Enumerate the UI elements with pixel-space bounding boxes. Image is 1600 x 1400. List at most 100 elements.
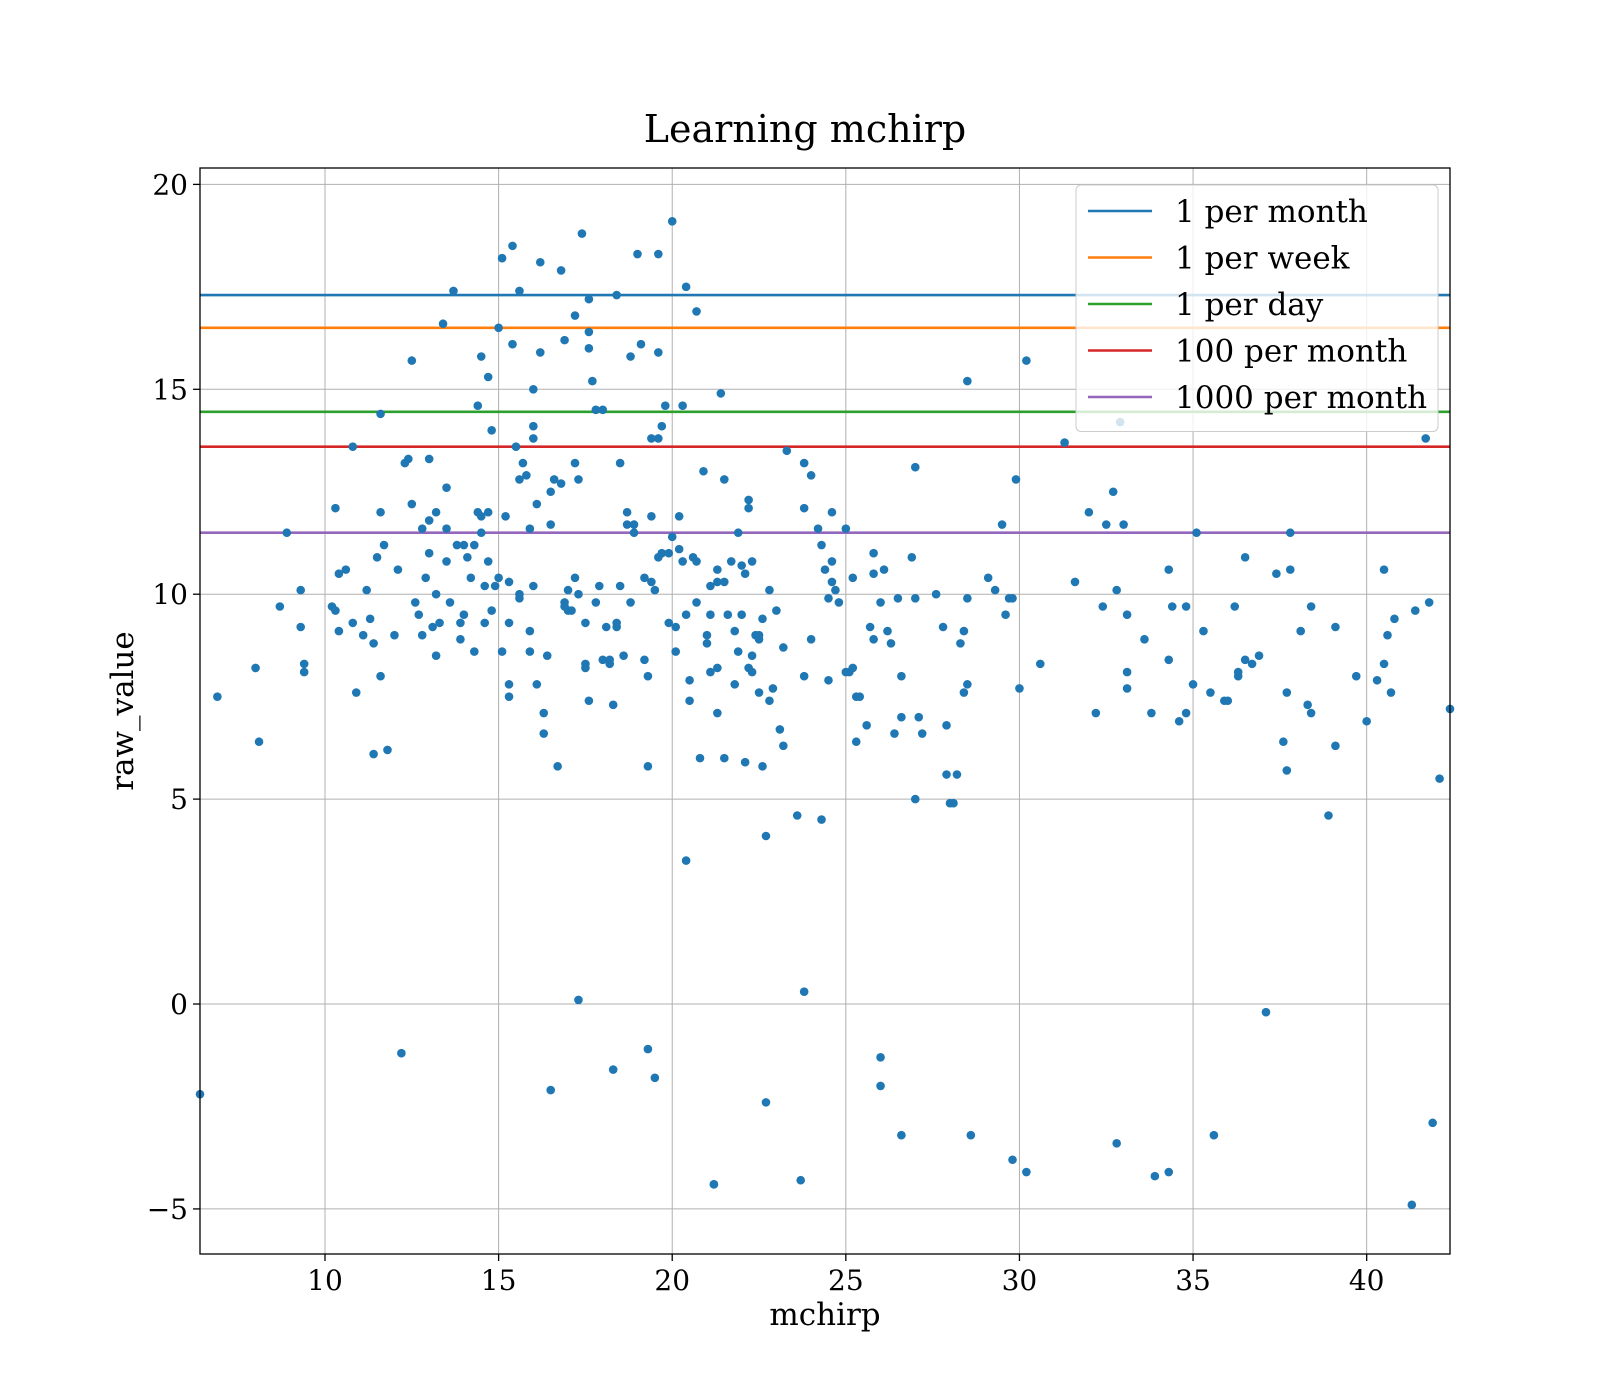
- scatter-point: [549, 475, 559, 484]
- scatter-point: [1181, 602, 1191, 611]
- scatter-point: [869, 548, 878, 558]
- scatter-point: [473, 401, 483, 410]
- scatter-point: [480, 618, 490, 628]
- y-tick-label: 20: [152, 168, 188, 201]
- scatter-point: [546, 487, 555, 497]
- scatter-point: [716, 389, 726, 398]
- scatter-point: [581, 663, 590, 673]
- scatter-point: [650, 1073, 660, 1083]
- scatter-point: [546, 520, 555, 529]
- scatter-point: [376, 671, 385, 681]
- scatter-point: [1407, 1200, 1417, 1210]
- scatter-point: [733, 528, 743, 538]
- scatter-point: [1296, 626, 1305, 636]
- scatter-point: [720, 475, 729, 484]
- scatter-point: [713, 565, 722, 574]
- scatter-point: [622, 507, 632, 517]
- scatter-point: [254, 737, 264, 747]
- scatter-point: [574, 475, 583, 484]
- x-tick-label: 15: [481, 1264, 517, 1297]
- scatter-point: [591, 405, 601, 415]
- scatter-point: [799, 458, 809, 468]
- scatter-point: [893, 594, 903, 603]
- legend-label: 1 per week: [1175, 241, 1350, 277]
- scatter-point: [1164, 655, 1174, 665]
- scatter-point: [1428, 1118, 1437, 1128]
- scatter-point: [529, 434, 538, 443]
- scatter-point: [1209, 1130, 1219, 1140]
- scatter-point: [497, 253, 507, 263]
- scatter-point: [692, 598, 701, 607]
- scatter-point: [369, 749, 378, 759]
- scatter-point: [678, 557, 687, 566]
- scatter-point: [515, 286, 524, 296]
- scatter-point: [438, 319, 448, 329]
- scatter-point: [584, 327, 594, 337]
- scatter-point: [1015, 684, 1024, 693]
- scatter-point: [546, 1085, 555, 1095]
- scatter-point: [539, 729, 549, 738]
- scatter-point: [671, 647, 680, 656]
- scatter-point: [275, 602, 285, 611]
- scatter-point: [452, 540, 462, 550]
- scatter-point: [456, 634, 465, 644]
- scatter-point: [761, 831, 771, 841]
- scatter-point: [869, 569, 878, 579]
- scatter-point: [779, 741, 788, 751]
- scatter-point: [1362, 716, 1371, 726]
- scatter-point: [1279, 737, 1288, 747]
- scatter-point: [855, 692, 865, 701]
- scatter-point: [494, 573, 503, 583]
- scatter-point: [362, 585, 371, 595]
- y-tick-label: 10: [152, 578, 188, 611]
- scatter-point: [848, 663, 858, 673]
- scatter-point: [765, 585, 774, 595]
- scatter-point: [379, 540, 389, 550]
- scatter-point: [442, 483, 451, 492]
- y-tick-label: −5: [147, 1193, 188, 1226]
- scatter-point: [740, 757, 750, 767]
- scatter-point: [1223, 696, 1233, 706]
- scatter-point: [799, 503, 809, 513]
- scatter-point: [907, 553, 917, 562]
- scatter-point: [483, 372, 493, 382]
- scatter-point: [730, 626, 740, 636]
- scatter-point: [1230, 602, 1240, 611]
- scatter-point: [1174, 716, 1184, 726]
- x-tick-label: 10: [307, 1264, 343, 1297]
- scatter-point: [667, 532, 677, 542]
- scatter-point: [695, 753, 705, 763]
- scatter-point: [640, 655, 649, 665]
- scatter-point: [792, 811, 802, 820]
- scatter-point: [515, 475, 524, 484]
- scatter-point: [761, 1098, 771, 1107]
- scatter-point: [424, 516, 434, 525]
- scatter-point: [1261, 1007, 1271, 1017]
- scatter-point: [497, 647, 507, 656]
- scatter-point: [421, 573, 430, 583]
- scatter-point: [1112, 585, 1121, 595]
- scatter-point: [1164, 565, 1174, 574]
- scatter-point: [629, 520, 639, 529]
- scatter-point: [768, 684, 778, 693]
- scatter-point: [598, 655, 608, 665]
- scatter-point: [417, 524, 427, 533]
- scatter-point: [699, 466, 708, 476]
- scatter-point: [1379, 659, 1389, 669]
- scatter-point: [1022, 356, 1031, 365]
- scatter-point: [779, 643, 788, 652]
- scatter-point: [563, 585, 573, 595]
- scatter-point: [1098, 602, 1108, 611]
- scatter-point: [647, 577, 656, 587]
- scatter-point: [1188, 680, 1198, 689]
- scatter-point: [424, 548, 434, 558]
- scatter-point: [706, 667, 715, 677]
- scatter-point: [685, 675, 694, 685]
- scatter-point: [723, 610, 733, 619]
- x-axis-label: mchirp: [769, 1297, 880, 1333]
- legend-label: 1 per month: [1175, 194, 1368, 230]
- scatter-point: [1001, 610, 1010, 619]
- scatter-point: [542, 651, 552, 660]
- scatter-point: [674, 512, 684, 521]
- scatter-point: [650, 585, 660, 595]
